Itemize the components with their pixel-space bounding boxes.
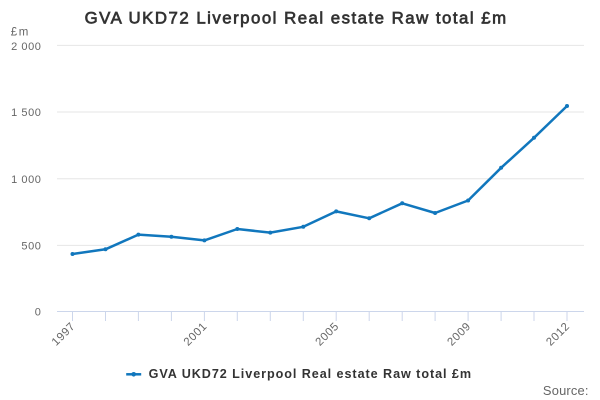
svg-text:2009: 2009 <box>445 320 473 348</box>
svg-text:2001: 2001 <box>182 320 210 348</box>
svg-text:2005: 2005 <box>314 320 342 348</box>
svg-text:GVA UKD72 Liverpool Real estat: GVA UKD72 Liverpool Real estate Raw tota… <box>85 9 508 28</box>
svg-text:Source:: Source: <box>543 383 589 398</box>
svg-text:1997: 1997 <box>50 320 78 348</box>
svg-text:2 000: 2 000 <box>11 41 41 53</box>
svg-text:1 000: 1 000 <box>11 174 41 186</box>
svg-text:1 500: 1 500 <box>11 107 41 119</box>
svg-text:500: 500 <box>21 241 41 253</box>
svg-text:2012: 2012 <box>544 320 572 348</box>
svg-text:£m: £m <box>11 26 30 38</box>
svg-text:0: 0 <box>35 307 42 319</box>
svg-text:GVA UKD72 Liverpool Real estat: GVA UKD72 Liverpool Real estate Raw tota… <box>149 367 472 381</box>
